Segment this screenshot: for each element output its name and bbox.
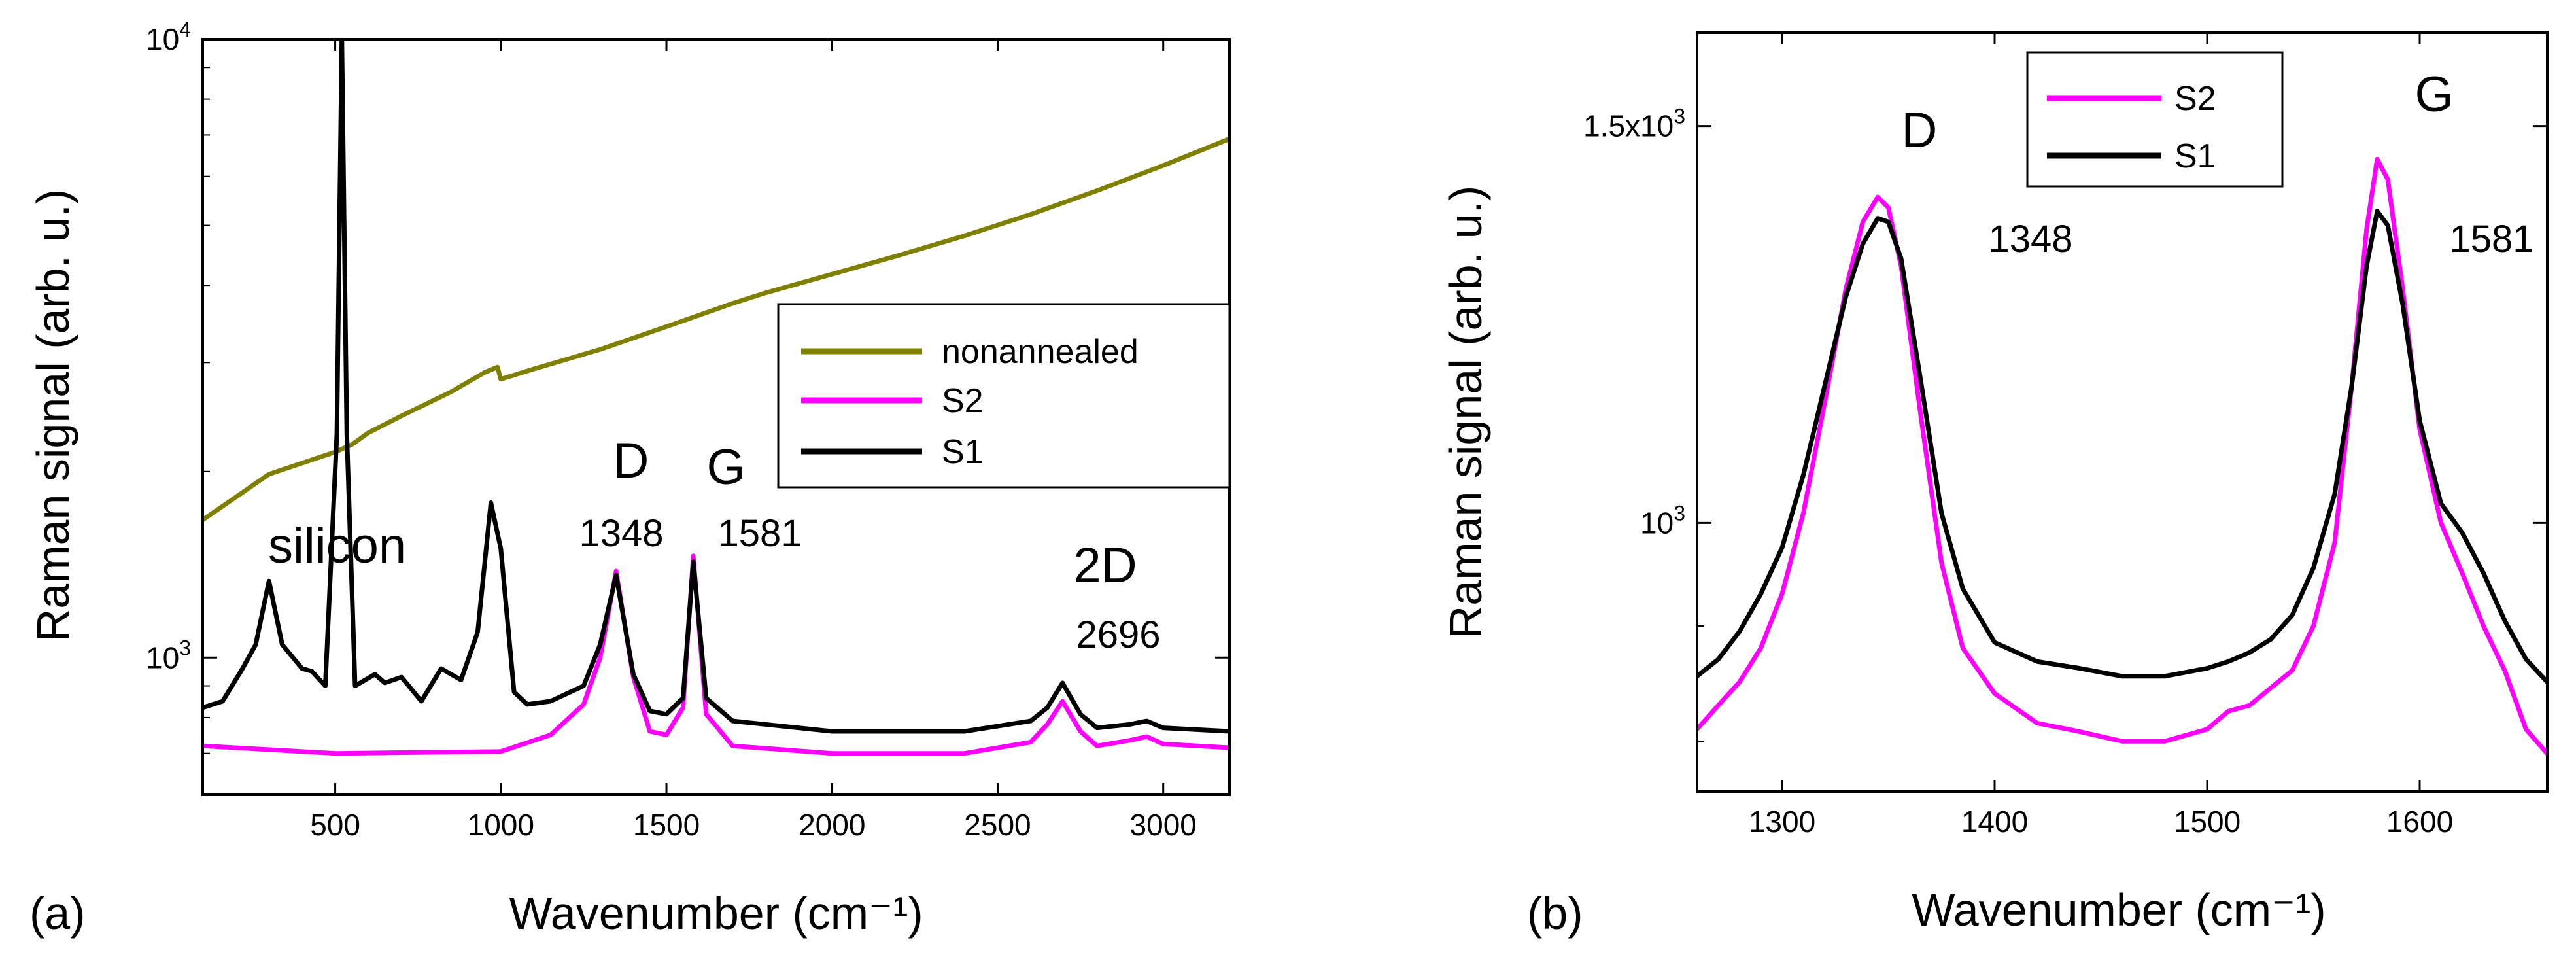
legend-label-s2: S2 — [2174, 80, 2216, 118]
series-line-s1 — [203, 39, 1229, 734]
panel-b-series-group — [1697, 156, 2547, 756]
legend-label-s1: S1 — [2174, 137, 2216, 175]
x-tick-label: 1500 — [633, 808, 700, 842]
series-line-s2 — [203, 553, 1229, 756]
annotation-2d-peak: 2D — [1073, 538, 1137, 593]
x-tick-label: 1000 — [468, 808, 534, 842]
panel-a-series-group — [203, 39, 1229, 756]
annotation-g-peak: G — [706, 440, 745, 495]
legend-label-s1: S1 — [942, 433, 984, 471]
y-tick-exponent: 3 — [1674, 105, 1685, 128]
panel-b-label: (b) — [1527, 888, 1583, 939]
panel-a-x-axis-title: Wavenumber (cm⁻¹) — [509, 888, 923, 939]
annotation-g-peak-position: 1581 — [717, 512, 802, 555]
panel-b-legend-box — [2026, 51, 2284, 188]
x-tick-label: 1400 — [1961, 805, 2028, 839]
annotation-d-peak: D — [1902, 103, 1938, 158]
y-tick-base: 1.5x10 — [1583, 109, 1674, 143]
panel-b-x-ticks: 1300 1400 1500 1600 — [1749, 33, 2453, 839]
x-tick-label: 500 — [310, 808, 360, 842]
annotation-d-peak: D — [613, 433, 649, 489]
panel-a-legend-box — [777, 303, 1231, 489]
annotation-g-peak-position: 1581 — [2449, 218, 2533, 260]
series-line-s2 — [1697, 156, 2547, 756]
x-tick-label: 2500 — [964, 808, 1031, 842]
annotation-d-peak-position: 1348 — [579, 512, 663, 555]
panel-b-legend: S2 S1 — [2026, 51, 2284, 188]
y-tick-exponent: 4 — [179, 18, 191, 41]
panel-a-legend: nonannealed S2 S1 — [777, 303, 1231, 489]
panel-a-y-axis-title: Raman signal (arb. u.) — [27, 189, 78, 642]
panel-b-plot-frame — [1696, 31, 2549, 793]
annotation-silicon: silicon — [268, 518, 406, 574]
y-tick-base: 10 — [1640, 506, 1674, 540]
x-tick-label: 3000 — [1130, 808, 1197, 842]
annotation-2d-peak-position: 2696 — [1076, 614, 1160, 656]
panel-a-label: (a) — [29, 888, 86, 939]
series-line-nonannealed — [203, 136, 1229, 523]
y-tick-label: 1.5x103 — [1583, 105, 1685, 143]
series-line-s1 — [1697, 209, 2547, 684]
x-tick-label: 1500 — [2174, 805, 2241, 839]
legend-label-nonannealed: nonannealed — [942, 333, 1139, 371]
x-tick-label: 1600 — [2386, 805, 2453, 839]
x-tick-label: 2000 — [799, 808, 865, 842]
panel-b-x-axis-title: Wavenumber (cm⁻¹) — [1912, 884, 2326, 935]
y-tick-exponent: 3 — [1674, 501, 1685, 525]
legend-label-s2: S2 — [942, 382, 984, 420]
annotation-g-peak: G — [2414, 67, 2453, 122]
y-tick-label: 103 — [146, 636, 191, 674]
x-tick-label: 1300 — [1749, 805, 1815, 839]
panel-a-x-ticks: 500 1000 1500 2000 2500 3000 — [310, 39, 1197, 842]
y-tick-base: 10 — [146, 22, 179, 56]
annotation-d-peak-position: 1348 — [1988, 218, 2072, 260]
y-tick-label: 104 — [146, 18, 191, 56]
panel-b-y-axis-title: Raman signal (arb. u.) — [1440, 186, 1491, 639]
y-tick-label: 103 — [1640, 501, 1685, 540]
y-tick-base: 10 — [146, 640, 179, 674]
y-tick-exponent: 3 — [179, 636, 191, 659]
